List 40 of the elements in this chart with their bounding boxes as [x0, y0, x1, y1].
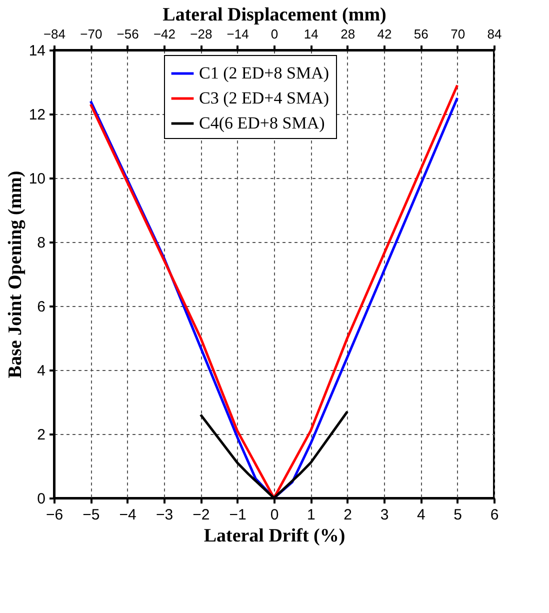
x-tick-label: 6 — [490, 506, 499, 524]
x-tick-label: 2 — [344, 506, 352, 524]
legend-label: C1 (2 ED+8 SMA) — [199, 64, 330, 82]
x2-tick-label: −28 — [190, 26, 212, 42]
x-tick-label: −6 — [46, 506, 64, 524]
x-tick-label: −5 — [82, 506, 100, 524]
y-tick-label: 2 — [37, 426, 46, 444]
x2-tick-label: −84 — [43, 26, 66, 42]
x2-tick-label: 42 — [377, 26, 392, 42]
x-tick-label: −4 — [119, 506, 136, 524]
x-tick-label: −3 — [156, 506, 174, 524]
x2-tick-label: −70 — [80, 26, 102, 42]
legend-label: C4(6 ED+8 SMA) — [199, 114, 325, 132]
x2-tick-label: 14 — [304, 26, 318, 42]
x-tick-label: 1 — [306, 506, 316, 524]
y-tick-label: 4 — [37, 362, 46, 380]
x-tick-label: −2 — [192, 506, 210, 524]
x2-tick-label: −56 — [116, 26, 139, 42]
y-tick-label: 12 — [28, 106, 46, 124]
y-axis-title: Base Joint Opening (mm) — [4, 170, 26, 378]
x2-tick-label: 56 — [414, 26, 428, 42]
x-tick-label: 5 — [454, 506, 462, 524]
x2-tick-label: −42 — [153, 26, 176, 42]
y-tick-label: 0 — [37, 490, 46, 508]
x-tick-label: 0 — [270, 506, 279, 524]
x-tick-label: 3 — [380, 506, 389, 524]
x-tick-label: −1 — [229, 506, 246, 524]
y-tick-label: 8 — [37, 234, 46, 252]
x2-axis-title: Lateral Displacement (mm) — [162, 4, 386, 26]
x-tick-label: 4 — [416, 506, 426, 524]
legend-label: C3 (2 ED+4 SMA) — [199, 88, 330, 108]
x2-tick-label: 0 — [270, 26, 278, 42]
x2-tick-label: 84 — [487, 26, 502, 42]
y-tick-label: 6 — [37, 298, 46, 316]
x2-tick-label: −14 — [226, 26, 249, 42]
y-tick-label: 14 — [28, 42, 46, 60]
x2-tick-label: 70 — [450, 26, 466, 42]
y-tick-label: 10 — [28, 170, 46, 188]
x-axis-title: Lateral Drift (%) — [204, 526, 346, 546]
x2-tick-label: 28 — [340, 26, 356, 42]
